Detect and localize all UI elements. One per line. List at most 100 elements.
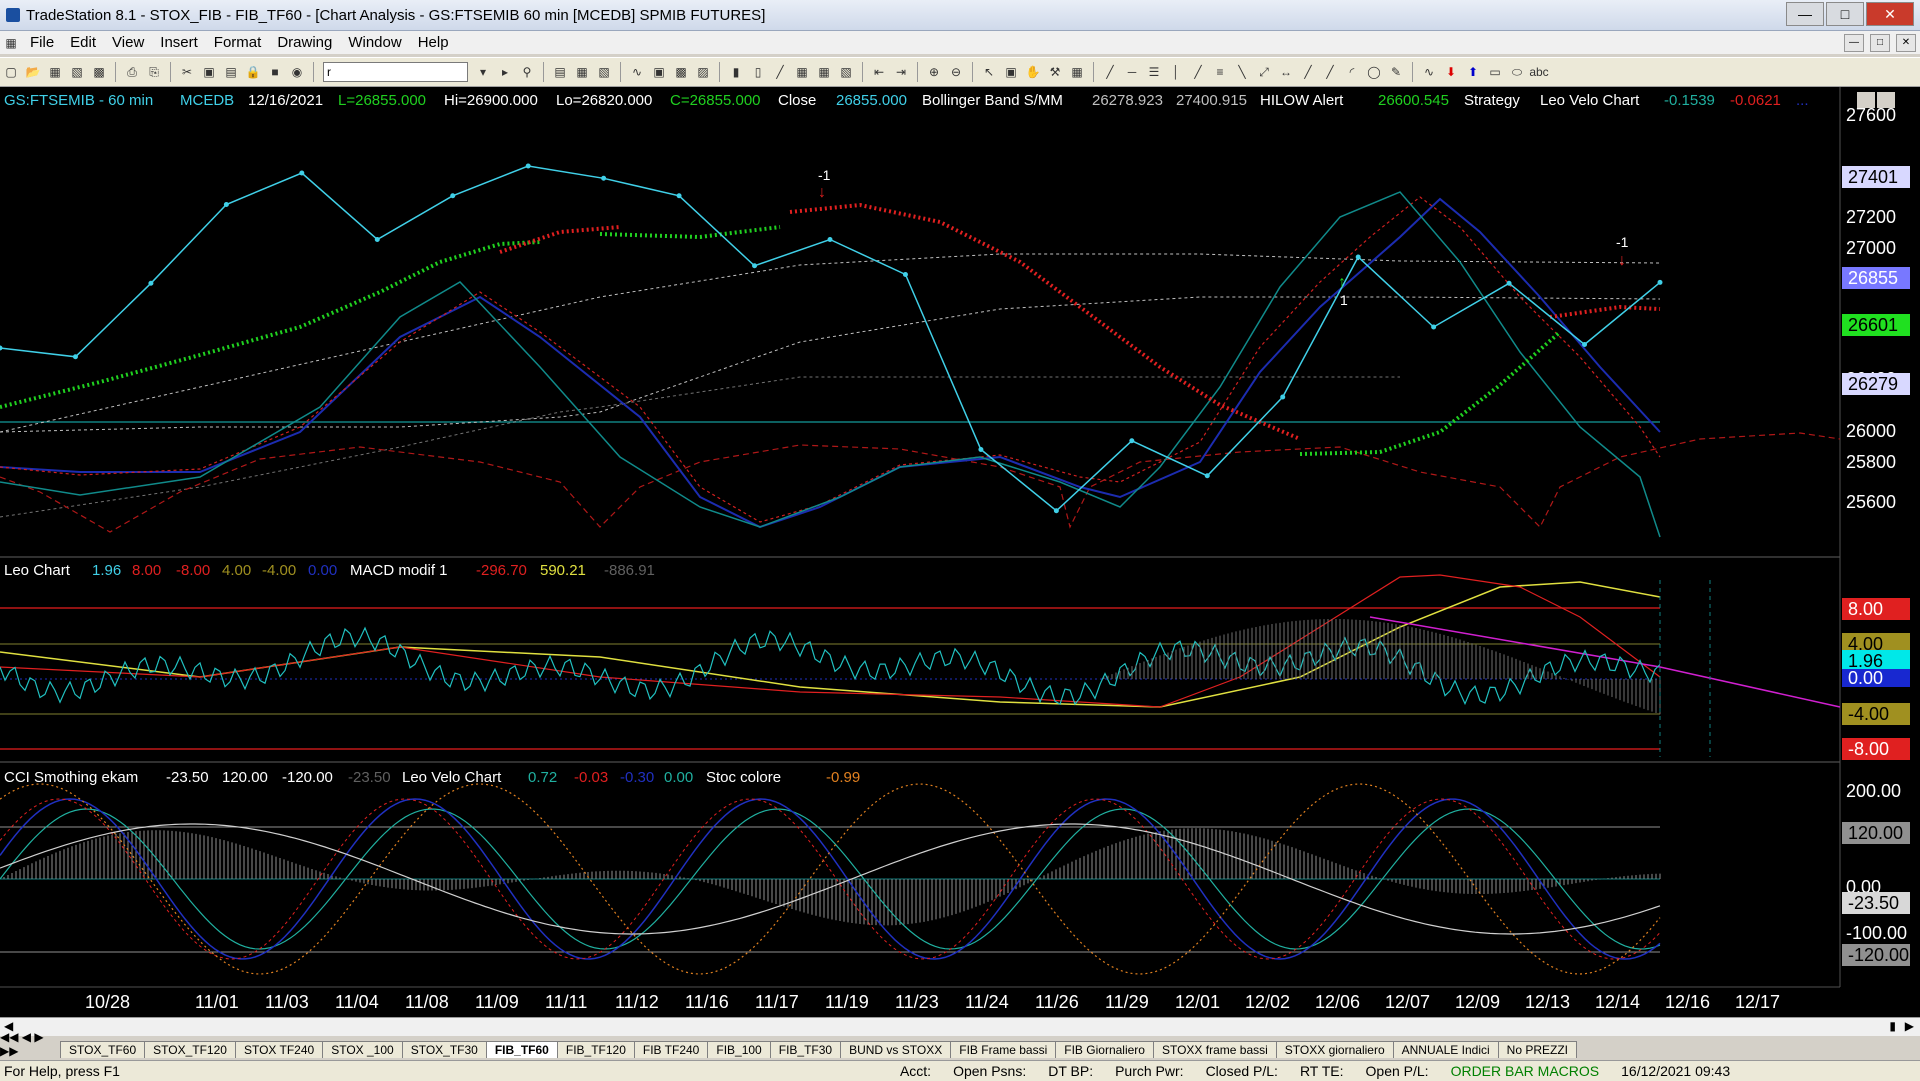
panel-minimize-button[interactable] (1857, 92, 1875, 108)
color-icon[interactable]: ◉ (291, 65, 303, 79)
radar-screen-icon[interactable]: ▦ (576, 65, 588, 79)
trendline-icon[interactable]: ╱ (1106, 65, 1114, 79)
bidirectional-arrow-icon[interactable]: ↔ (1280, 65, 1292, 79)
tab-fib-100[interactable]: FIB_100 (707, 1041, 771, 1058)
mdi-restore-button[interactable]: □ (1870, 33, 1890, 52)
minimize-button[interactable]: — (1786, 2, 1824, 26)
scroll-thumb[interactable]: ▮ (1889, 1019, 1896, 1033)
chart-analysis-window[interactable]: GS:FTSEMIB - 60 min MCEDB 12/16/2021 L=2… (0, 87, 1920, 1017)
save-icon[interactable]: ▦ (49, 65, 61, 79)
menu-insert[interactable]: Insert (160, 34, 198, 51)
pointer-icon[interactable]: ↖ (983, 65, 995, 79)
tab-stox-tf240[interactable]: STOX TF240 (234, 1041, 324, 1058)
strategy-icon[interactable]: ▣ (653, 65, 665, 79)
volume-icon[interactable]: ▧ (840, 65, 852, 79)
andrews-icon[interactable]: ╱ (1326, 65, 1334, 79)
text-icon[interactable]: abc (1529, 65, 1549, 79)
pencil-icon[interactable]: ✎ (1390, 65, 1402, 79)
scroll-right-arrow-icon[interactable]: ▶ (1904, 1019, 1914, 1033)
fib-icon[interactable]: ≡ (1216, 65, 1224, 79)
tab-stox-100[interactable]: STOX _100 (322, 1041, 403, 1058)
gann-icon[interactable]: ╱ (1304, 65, 1312, 79)
print-icon[interactable]: ⎙ (127, 64, 137, 79)
regression-icon[interactable]: ∿ (1423, 65, 1435, 79)
chart-analysis-icon[interactable]: ▤ (554, 65, 566, 79)
paintbar-icon[interactable]: ▨ (697, 65, 709, 79)
paste-icon[interactable]: ▤ (225, 65, 237, 79)
showme-icon[interactable]: ▩ (675, 65, 687, 79)
scroll-left-icon[interactable]: ⇤ (873, 65, 885, 79)
copy-icon[interactable]: ▣ (203, 65, 215, 79)
down-arrow-icon[interactable]: ⬇ (1445, 65, 1457, 79)
menu-help[interactable]: Help (417, 34, 449, 51)
chart-canvas[interactable]: GS:FTSEMIB - 60 min MCEDB 12/16/2021 L=2… (0, 87, 1920, 1017)
arc-icon[interactable]: ◜ (1349, 65, 1355, 79)
tab-nav-arrows[interactable]: ◀◀ ◀ ▶ ▶▶ (0, 1030, 44, 1058)
scroll-left-arrow-icon[interactable]: ◀ (4, 1019, 14, 1033)
tab-stoxx-giornaliero[interactable]: STOXX giornaliero (1275, 1041, 1394, 1058)
menu-file[interactable]: File (30, 34, 55, 51)
mdi-close-button[interactable]: ✕ (1896, 33, 1916, 52)
tab-stox-tf30[interactable]: STOX_TF30 (401, 1041, 487, 1058)
new-icon[interactable]: ▢ (5, 65, 17, 79)
menu-view[interactable]: View (112, 34, 145, 51)
tab-no-prezzi[interactable]: No PREZZI (1497, 1041, 1577, 1058)
matrix-icon[interactable]: ▧ (598, 65, 610, 79)
tab-stoxx-frame-bassi[interactable]: STOXX frame bassi (1152, 1041, 1277, 1058)
horizontal-line-icon[interactable]: ─ (1127, 65, 1137, 79)
lines-icon[interactable]: ☰ (1148, 65, 1160, 79)
zoom-out-icon[interactable]: ⊖ (950, 65, 962, 79)
quote-icon[interactable]: ▦ (818, 65, 830, 79)
tab-stox-tf120[interactable]: STOX_TF120 (144, 1041, 236, 1058)
open-workspace-icon[interactable]: ▩ (93, 65, 105, 79)
symbol-lookup-icon[interactable]: ⚲ (522, 65, 532, 79)
maximize-button[interactable]: □ (1826, 2, 1864, 26)
menu-format[interactable]: Format (213, 34, 262, 51)
tab-fib-giornaliero[interactable]: FIB Giornaliero (1055, 1041, 1154, 1058)
mdi-minimize-button[interactable]: — (1844, 33, 1864, 52)
indicator-icon[interactable]: ∿ (631, 65, 643, 79)
menu-edit[interactable]: Edit (70, 34, 97, 51)
line-chart-icon[interactable]: ╱ (776, 65, 784, 79)
format-icon[interactable]: ■ (271, 65, 279, 79)
panel-restore-button[interactable] (1877, 92, 1895, 108)
tab-fib-tf240[interactable]: FIB TF240 (633, 1041, 709, 1058)
print-preview-icon[interactable]: ⎘ (149, 64, 159, 79)
lock-icon[interactable]: 🔒 (245, 65, 261, 79)
status-order-bar[interactable]: ORDER BAR MACROS (1450, 1063, 1600, 1079)
candle-icon[interactable]: ▯ (754, 65, 762, 79)
menu-window[interactable]: Window (348, 34, 402, 51)
hand-icon[interactable]: ✋ (1025, 65, 1041, 79)
pnf-icon[interactable]: ▦ (796, 65, 808, 79)
tab-annuale-indici[interactable]: ANNUALE Indici (1392, 1041, 1499, 1058)
zoom-in-icon[interactable]: ⊕ (928, 65, 940, 79)
go-arrow-icon[interactable]: ▸ (501, 65, 509, 79)
symbol-input[interactable]: r (323, 62, 468, 82)
hammer-icon[interactable]: ⚒ (1049, 65, 1061, 79)
save-all-icon[interactable]: ▧ (71, 65, 83, 79)
spiral-icon[interactable]: ◯ (1367, 65, 1381, 79)
tab-fib-tf120[interactable]: FIB_TF120 (556, 1041, 635, 1058)
up-arrow-icon[interactable]: ⬆ (1467, 65, 1479, 79)
dropdown-arrow-icon[interactable]: ▾ (479, 65, 487, 79)
data-tips-icon[interactable]: ▣ (1005, 65, 1017, 79)
tab-fib-frame-bassi[interactable]: FIB Frame bassi (950, 1041, 1057, 1058)
vertical-line-icon[interactable]: │ (1172, 65, 1180, 79)
speed-line-icon[interactable]: ╲ (1238, 65, 1246, 79)
tab-bund-vs-stoxx[interactable]: BUND vs STOXX (840, 1041, 952, 1058)
tab-stox-tf60[interactable]: STOX_TF60 (60, 1041, 146, 1058)
horizontal-scrollbar[interactable]: ◀ ▮ ▶ (0, 1017, 1920, 1036)
menu-drawing[interactable]: Drawing (277, 34, 333, 51)
open-icon[interactable]: 📂 (25, 65, 41, 79)
close-button[interactable]: ✕ (1866, 2, 1914, 26)
tab-fib-tf60[interactable]: FIB_TF60 (485, 1041, 558, 1058)
channel-icon[interactable]: ╱ (1194, 65, 1202, 79)
tab-fib-tf30[interactable]: FIB_TF30 (769, 1041, 842, 1058)
rectangle-icon[interactable]: ▭ (1489, 65, 1501, 79)
bar-chart-icon[interactable]: ▮ (732, 65, 740, 79)
scroll-right-icon[interactable]: ⇥ (895, 65, 907, 79)
grid-icon[interactable]: ▦ (1071, 65, 1083, 79)
ellipse-icon[interactable]: ⬭ (1511, 64, 1523, 79)
arrow-line-icon[interactable]: ⤢ (1259, 64, 1269, 79)
cut-icon[interactable]: ✂ (181, 65, 193, 79)
